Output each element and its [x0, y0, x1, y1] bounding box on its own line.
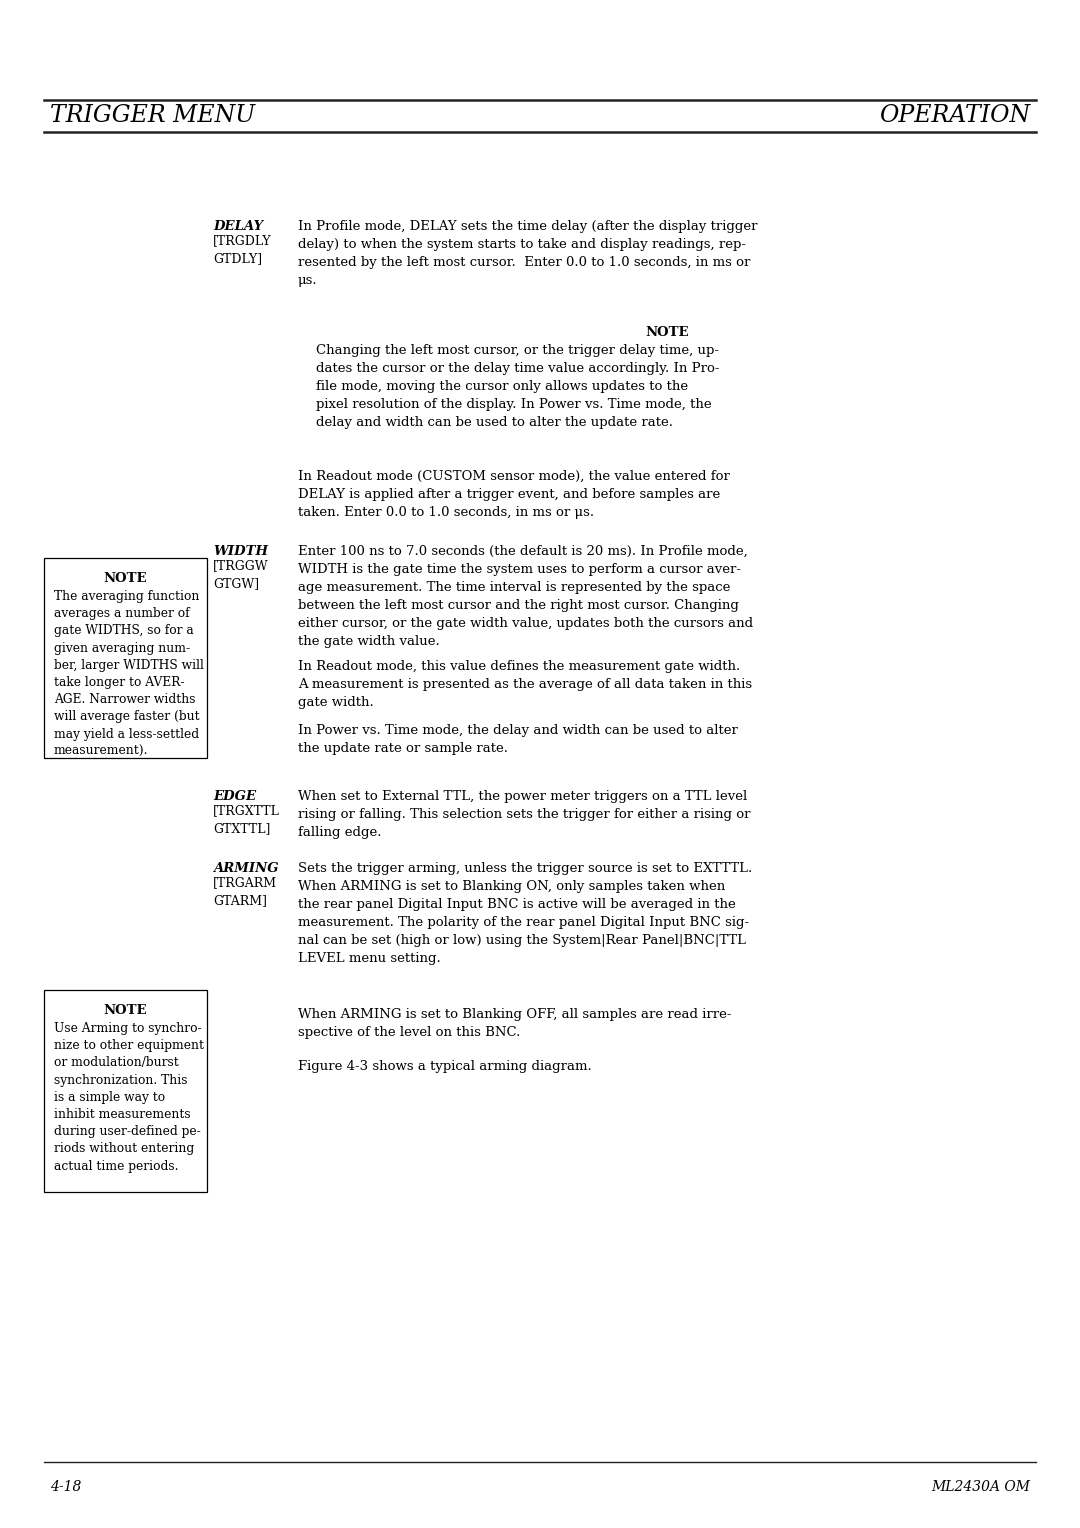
- Text: [TRGARM
GTARM]: [TRGARM GTARM]: [213, 876, 278, 908]
- Text: Enter 100 ns to 7.0 seconds (the default is 20 ms). In Profile mode,
WIDTH is th: Enter 100 ns to 7.0 seconds (the default…: [298, 545, 753, 648]
- Text: NOTE: NOTE: [104, 571, 147, 585]
- Text: Figure 4-3 shows a typical arming diagram.: Figure 4-3 shows a typical arming diagra…: [298, 1060, 592, 1073]
- Text: NOTE: NOTE: [104, 1004, 147, 1018]
- Text: In Power vs. Time mode, the delay and width can be used to alter
the update rate: In Power vs. Time mode, the delay and wi…: [298, 724, 738, 755]
- Text: When set to External TTL, the power meter triggers on a TTL level
rising or fall: When set to External TTL, the power mete…: [298, 790, 751, 839]
- Text: TRIGGER MENU: TRIGGER MENU: [50, 104, 255, 127]
- Text: In Readout mode, this value defines the measurement gate width.
A measurement is: In Readout mode, this value defines the …: [298, 660, 752, 709]
- Text: OPERATION: OPERATION: [879, 104, 1030, 127]
- Text: WIDTH: WIDTH: [213, 545, 268, 558]
- Text: EDGE: EDGE: [213, 790, 256, 804]
- FancyBboxPatch shape: [44, 990, 207, 1192]
- Text: In Profile mode, DELAY sets the time delay (after the display trigger
delay) to : In Profile mode, DELAY sets the time del…: [298, 220, 757, 287]
- Text: ML2430A OM: ML2430A OM: [931, 1481, 1030, 1494]
- Text: ARMING: ARMING: [213, 862, 279, 876]
- Text: Sets the trigger arming, unless the trigger source is set to EXTTTL.
When ARMING: Sets the trigger arming, unless the trig…: [298, 862, 753, 966]
- Text: [TRGXTTL
GTXTTL]: [TRGXTTL GTXTTL]: [213, 804, 280, 834]
- Text: [TRGDLY
GTDLY]: [TRGDLY GTDLY]: [213, 234, 272, 264]
- Text: In Readout mode (CUSTOM sensor mode), the value entered for
DELAY is applied aft: In Readout mode (CUSTOM sensor mode), th…: [298, 471, 730, 520]
- Text: DELAY: DELAY: [213, 220, 264, 232]
- Text: The averaging function
averages a number of
gate WIDTHS, so for a
given averagin: The averaging function averages a number…: [54, 590, 204, 758]
- Text: 4-18: 4-18: [50, 1481, 81, 1494]
- Text: [TRGGW
GTGW]: [TRGGW GTGW]: [213, 559, 269, 590]
- Text: When ARMING is set to Blanking OFF, all samples are read irre-
spective of the l: When ARMING is set to Blanking OFF, all …: [298, 1008, 731, 1039]
- Text: NOTE: NOTE: [645, 325, 689, 339]
- Text: Changing the left most cursor, or the trigger delay time, up-
dates the cursor o: Changing the left most cursor, or the tr…: [316, 344, 719, 429]
- FancyBboxPatch shape: [44, 558, 207, 758]
- Text: Use Arming to synchro-
nize to other equipment
or modulation/burst
synchronizati: Use Arming to synchro- nize to other equ…: [54, 1022, 204, 1172]
